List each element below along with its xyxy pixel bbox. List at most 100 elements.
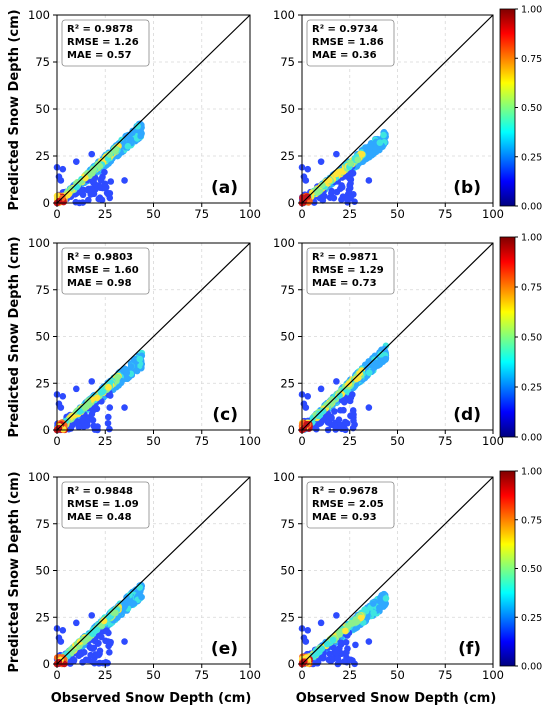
scatter-point (78, 187, 86, 194)
scatter-point (79, 659, 86, 666)
y-axis-label: Predicted Snow Depth (cm) (7, 471, 22, 672)
y-tick-label: 25 (280, 376, 295, 390)
x-tick-label: 50 (390, 434, 405, 448)
scatter-point (352, 618, 360, 626)
scatter-point (73, 385, 80, 393)
colorbar-tick-label: 0.25 (521, 152, 542, 163)
scatter-point (328, 414, 335, 422)
scatter-point (382, 355, 390, 363)
x-tick-label: 50 (146, 207, 161, 221)
scatter-point (319, 407, 327, 415)
x-tick-label: 25 (98, 434, 113, 448)
scatter-point (347, 620, 355, 627)
scatter-point (88, 629, 95, 637)
scatter-point (376, 604, 383, 611)
colorbar-tick-label: 0.50 (521, 333, 542, 344)
scatter-point (106, 392, 114, 399)
scatter-point (124, 143, 132, 150)
scatter-point (347, 160, 354, 167)
y-tick-label: 50 (280, 564, 295, 578)
scatter-point (73, 183, 81, 191)
x-tick-label: 75 (438, 434, 453, 448)
scatter-point (331, 408, 338, 415)
x-tick-label: 0 (53, 207, 60, 221)
scatter-point (80, 649, 88, 656)
panel-e: 0 25 50 75 100 0 25 50 75 100 R² = 0.9848 RMSE = 1.… (28, 470, 261, 682)
scatter-point (335, 416, 343, 423)
scatter-point (364, 360, 372, 368)
scatter-point (332, 649, 340, 656)
y-tick-label: 50 (35, 102, 50, 116)
scatter-point (98, 175, 105, 183)
x-axis-label-left: Observed Snow Depth (cm) (51, 691, 252, 706)
scatter-point (75, 423, 83, 431)
scatter-point (340, 658, 348, 665)
scatter-point (101, 180, 109, 188)
scatter-point (336, 392, 343, 399)
panel-b: 0 25 50 75 100 0 25 50 75 100 R² = 0.9734 RMSE = 1.… (273, 8, 504, 221)
stats-box (61, 247, 150, 295)
scatter-point (326, 176, 333, 184)
scatter-point (137, 132, 144, 140)
scatter-point (372, 145, 380, 153)
scatter-point (138, 593, 145, 601)
scatter-point (85, 401, 93, 408)
scatter-point (347, 180, 354, 187)
y-tick-label: 0 (288, 196, 295, 210)
scatter-point (136, 584, 144, 591)
y-tick-label: 25 (35, 376, 50, 390)
y-tick-label: 50 (280, 330, 295, 344)
scatter-point (334, 655, 342, 662)
scatter-point (87, 651, 94, 659)
scatter-point (83, 422, 91, 429)
scatter-point (88, 378, 96, 385)
scatter-point (304, 627, 312, 634)
scatter-point (317, 385, 325, 393)
x-tick-label: 25 (342, 434, 357, 448)
scatter-point (90, 644, 98, 652)
scatter-point (124, 375, 131, 382)
y-tick-label: 50 (35, 564, 50, 578)
panel-label: (a) (211, 178, 238, 198)
scatter-point (73, 158, 80, 165)
scatter-point (107, 638, 114, 646)
x-tick-label: 25 (98, 207, 113, 221)
y-tick-label: 75 (280, 55, 295, 69)
x-tick-label: 0 (298, 668, 305, 682)
scatter-point (312, 425, 320, 433)
one-to-one-line (301, 242, 494, 431)
y-tick-label: 100 (273, 470, 295, 484)
scatter-point (123, 369, 131, 376)
colorbar-tick-label: 0.50 (521, 564, 542, 575)
scatter-point (85, 196, 92, 204)
colorbar-tick-label: 0.25 (521, 383, 542, 394)
scatter-point (130, 600, 138, 607)
stats-text: MAE = 0.48 (67, 512, 132, 523)
scatter-point (104, 419, 112, 427)
scatter-point (126, 132, 133, 140)
x-tick-label: 0 (53, 668, 60, 682)
scatter-point (338, 182, 345, 189)
scatter-point (68, 645, 75, 653)
x-tick-label: 25 (98, 668, 113, 682)
scatter-point (304, 393, 312, 400)
scatter-point (343, 649, 350, 656)
scatter-point (370, 609, 377, 617)
x-tick-label: 50 (146, 434, 161, 448)
panel-label: (c) (212, 405, 238, 425)
y-tick-label: 50 (280, 102, 295, 116)
colorbar-tick-label: 0.00 (521, 202, 542, 213)
x-tick-label: 50 (146, 668, 161, 682)
stats-text: RMSE = 1.86 (312, 37, 384, 48)
colorbar-tick-label: 0.75 (521, 283, 542, 294)
x-tick-label: 75 (438, 207, 453, 221)
scatter-point (318, 654, 326, 662)
scatter-point (94, 640, 102, 647)
y-tick-label: 75 (35, 517, 50, 531)
stats-box (306, 247, 395, 295)
one-to-one-line (56, 242, 251, 431)
scatter-point (336, 630, 343, 638)
scatter-point (106, 425, 113, 433)
scatter-point (377, 597, 385, 605)
scatter-point (127, 363, 135, 370)
